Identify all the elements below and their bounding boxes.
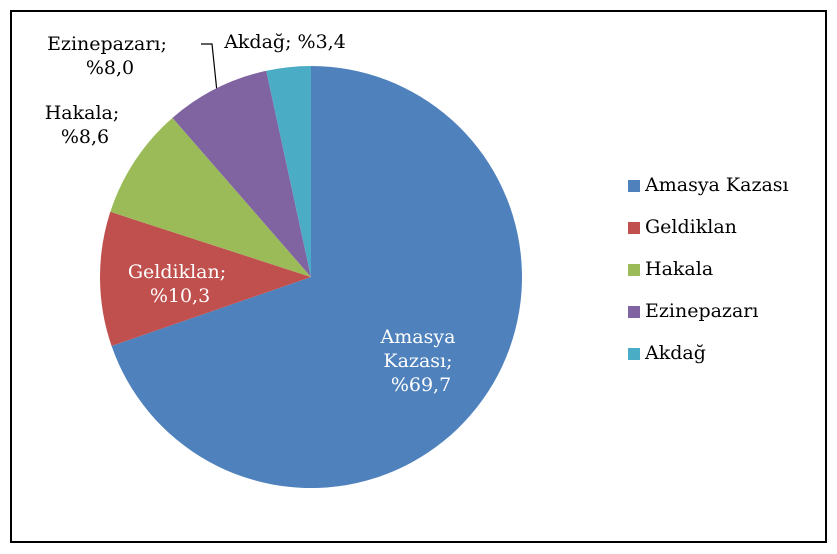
pie-slice bbox=[111, 66, 523, 489]
legend-swatch bbox=[628, 264, 640, 276]
legend-label: Akdağ bbox=[644, 342, 706, 364]
legend-swatch bbox=[628, 306, 640, 318]
pie-slice bbox=[172, 70, 311, 278]
pie-slice bbox=[266, 66, 311, 277]
data-label: Ezinepazarı; %8,0 bbox=[47, 33, 173, 79]
pie-slice bbox=[100, 211, 311, 346]
legend-swatch bbox=[628, 180, 640, 192]
legend-label: Ezinepazarı bbox=[645, 300, 758, 322]
data-label: Akdağ; %3,4 bbox=[223, 31, 346, 53]
legend-swatch bbox=[628, 222, 640, 234]
data-label: Amasya Kazası; %69,7 bbox=[380, 326, 462, 396]
pie-slice bbox=[110, 117, 311, 277]
legend-label: Geldiklan bbox=[645, 216, 737, 238]
leader-line bbox=[201, 43, 218, 93]
legend-label: Amasya Kazası bbox=[644, 174, 789, 196]
data-label: Hakala; %8,6 bbox=[45, 102, 126, 148]
legend-label: Hakala bbox=[645, 258, 713, 280]
data-label: Geldiklan; %10,3 bbox=[128, 261, 232, 307]
legend-swatch bbox=[628, 348, 640, 360]
